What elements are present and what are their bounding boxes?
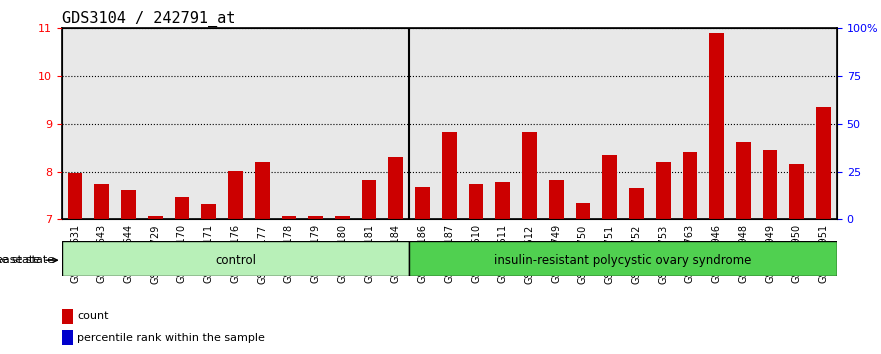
Bar: [68, 173, 83, 219]
Text: insulin-resistant polycystic ovary syndrome: insulin-resistant polycystic ovary syndr…: [494, 254, 751, 267]
Text: count: count: [78, 311, 108, 321]
Bar: [522, 132, 537, 219]
Bar: [174, 197, 189, 219]
Bar: [683, 152, 697, 219]
Text: disease state: disease state: [0, 255, 54, 265]
Bar: [62, 309, 72, 324]
Bar: [389, 157, 403, 219]
Bar: [62, 330, 72, 345]
Bar: [255, 162, 270, 219]
Bar: [469, 184, 484, 219]
Bar: [603, 155, 617, 219]
FancyBboxPatch shape: [409, 241, 837, 276]
Bar: [415, 187, 430, 219]
Bar: [549, 180, 564, 219]
Bar: [362, 180, 376, 219]
Bar: [148, 216, 163, 219]
Bar: [202, 204, 216, 219]
Bar: [94, 184, 109, 219]
Text: percentile rank within the sample: percentile rank within the sample: [78, 332, 265, 343]
Bar: [122, 190, 136, 219]
Bar: [629, 188, 644, 219]
Bar: [442, 132, 456, 219]
FancyBboxPatch shape: [62, 241, 409, 276]
Text: control: control: [215, 254, 256, 267]
Bar: [575, 203, 590, 219]
Bar: [308, 216, 323, 219]
Bar: [228, 171, 243, 219]
Bar: [816, 107, 831, 219]
Bar: [709, 33, 724, 219]
Bar: [282, 216, 296, 219]
Text: disease state: disease state: [0, 255, 57, 265]
Bar: [789, 164, 804, 219]
Bar: [655, 162, 670, 219]
Bar: [736, 142, 751, 219]
Bar: [335, 216, 350, 219]
Text: GDS3104 / 242791_at: GDS3104 / 242791_at: [62, 11, 235, 27]
Bar: [763, 150, 777, 219]
Bar: [495, 182, 510, 219]
